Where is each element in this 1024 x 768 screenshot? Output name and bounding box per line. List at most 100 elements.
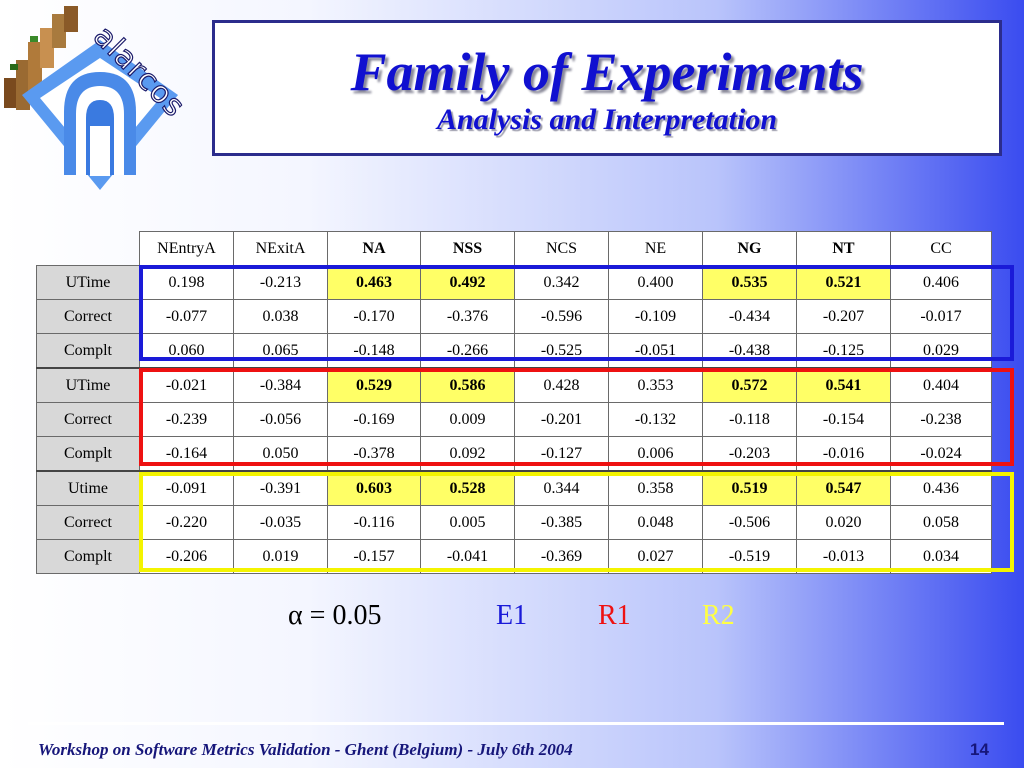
table-cell: 0.058	[890, 505, 992, 540]
table-row: Complt -0.164 0.050 -0.378 0.092 -0.127 0.006-…	[36, 436, 992, 472]
column-header: NSS	[420, 231, 515, 266]
table-cell: 0.358	[608, 470, 703, 506]
page-subtitle: Analysis and Interpretation	[436, 103, 778, 136]
table-cell: 0.463	[327, 265, 421, 300]
table-cell: -0.109	[608, 299, 703, 334]
row-label: Complt	[36, 333, 140, 369]
table-cell: -0.164	[139, 436, 234, 472]
table-row: Complt -0.206 0.019 -0.157 -0.041 -0.369 0.027…	[36, 539, 992, 574]
column-header: NEntryA	[139, 231, 234, 266]
table-cell: -0.434	[702, 299, 797, 334]
table-cell: -0.056	[233, 402, 328, 437]
table-cell: 0.529	[327, 367, 421, 403]
table-cell: 0.406	[890, 265, 992, 300]
table-cell: -0.077	[139, 299, 234, 334]
footer-divider	[28, 722, 1004, 725]
table-cell: -0.051	[608, 333, 703, 369]
table-cell: -0.385	[514, 505, 609, 540]
table-cell: -0.519	[702, 539, 797, 574]
table-cell: -0.220	[139, 505, 234, 540]
table-cell: 0.027	[608, 539, 703, 574]
table-cell: -0.154	[796, 402, 891, 437]
row-label: Correct	[36, 402, 140, 437]
table-cell: 0.541	[796, 367, 891, 403]
table-row: Correct -0.239 -0.056 -0.169 0.009 -0.201 -0.1…	[36, 402, 992, 437]
table-cell: -0.206	[139, 539, 234, 574]
table-cell: 0.065	[233, 333, 328, 369]
table-cell: 0.005	[420, 505, 515, 540]
table-cell: 0.009	[420, 402, 515, 437]
table-cell: -0.438	[702, 333, 797, 369]
table-cell: 0.572	[702, 367, 797, 403]
table-cell: 0.528	[420, 470, 515, 506]
table-corner	[36, 231, 140, 266]
table-cell: -0.369	[514, 539, 609, 574]
column-header: NG	[702, 231, 797, 266]
table-cell: -0.132	[608, 402, 703, 437]
table-cell: -0.118	[702, 402, 797, 437]
legend-e1: E1	[496, 600, 528, 631]
footer-text: Workshop on Software Metrics Validation …	[38, 740, 573, 759]
table-cell: -0.203	[702, 436, 797, 472]
table-cell: 0.048	[608, 505, 703, 540]
row-label: Correct	[36, 299, 140, 334]
table-cell: -0.017	[890, 299, 992, 334]
row-label: Complt	[36, 436, 140, 472]
legend-r2: R2	[702, 600, 735, 631]
table-cell: -0.013	[796, 539, 891, 574]
table-cell: -0.239	[139, 402, 234, 437]
table-cell: -0.116	[327, 505, 421, 540]
table-cell: -0.525	[514, 333, 609, 369]
column-header: CC	[890, 231, 992, 266]
table-cell: 0.092	[420, 436, 515, 472]
table-cell: -0.207	[796, 299, 891, 334]
table-cell: 0.019	[233, 539, 328, 574]
table-cell: 0.400	[608, 265, 703, 300]
page-title: Family of Experiments	[350, 42, 864, 102]
table-cell: 0.603	[327, 470, 421, 506]
table-header-row: NEntryA NExitA NA NSS NCS NE NG NT CC	[36, 231, 992, 266]
table-cell: 0.342	[514, 265, 609, 300]
table-cell: 0.060	[139, 333, 234, 369]
row-label: Utime	[36, 470, 140, 506]
table-cell: 0.006	[608, 436, 703, 472]
row-label: UTime	[36, 367, 140, 403]
table-cell: -0.391	[233, 470, 328, 506]
table-cell: -0.091	[139, 470, 234, 506]
table-body: UTime 0.198 -0.213 0.463 0.492 0.342 0.400 0.53…	[36, 265, 992, 574]
table-cell: 0.038	[233, 299, 328, 334]
alarcos-logo: alarcos	[4, 6, 192, 190]
table-cell: -0.384	[233, 367, 328, 403]
table-cell: -0.148	[327, 333, 421, 369]
table-cell: 0.034	[890, 539, 992, 574]
table-cell: -0.016	[796, 436, 891, 472]
alpha-label: α = 0.05	[288, 600, 382, 631]
table-row: Correct -0.220 -0.035 -0.116 0.005 -0.385 0.04…	[36, 505, 992, 540]
table-cell: -0.169	[327, 402, 421, 437]
table-cell: -0.266	[420, 333, 515, 369]
table-cell: -0.127	[514, 436, 609, 472]
table-cell: 0.198	[139, 265, 234, 300]
column-header: NCS	[514, 231, 609, 266]
correlation-table: NEntryA NExitA NA NSS NCS NE NG NT CC UT…	[36, 231, 992, 574]
table-row: Utime -0.091 -0.391 0.603 0.528 0.344 0.358 0.5…	[36, 470, 992, 506]
table-cell: 0.436	[890, 470, 992, 506]
row-label: Complt	[36, 539, 140, 574]
row-label: UTime	[36, 265, 140, 300]
page-number: 14	[970, 740, 989, 759]
table-cell: -0.378	[327, 436, 421, 472]
column-header: NA	[327, 231, 421, 266]
table-row: Complt 0.060 0.065 -0.148 -0.266 -0.525 -0.051…	[36, 333, 992, 369]
table-cell: 0.428	[514, 367, 609, 403]
arch-icon	[22, 40, 178, 190]
table-cell: 0.547	[796, 470, 891, 506]
table-cell: 0.029	[890, 333, 992, 369]
table-cell: -0.213	[233, 265, 328, 300]
table-cell: 0.050	[233, 436, 328, 472]
title-box: Family of Experiments Analysis and Inter…	[212, 20, 1002, 156]
table-cell: 0.344	[514, 470, 609, 506]
table-cell: -0.170	[327, 299, 421, 334]
table-row: UTime 0.198 -0.213 0.463 0.492 0.342 0.400 0.53…	[36, 265, 992, 300]
table-cell: -0.024	[890, 436, 992, 472]
table-cell: -0.238	[890, 402, 992, 437]
